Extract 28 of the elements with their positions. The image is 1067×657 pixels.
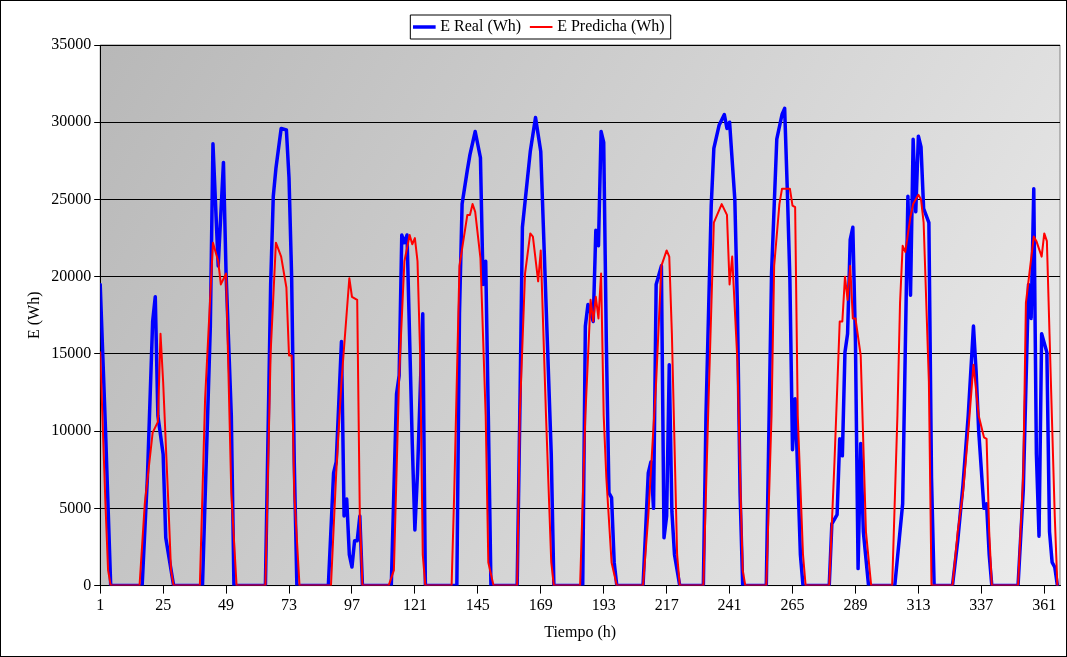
x-axis-title: Tiempo (h) [544, 622, 617, 641]
x-tick-label: 289 [843, 596, 868, 614]
y-tick-label: 0 [83, 575, 92, 593]
y-tick-label: 30000 [51, 112, 92, 130]
legend-label: E Real (Wh) [440, 17, 522, 36]
x-tick-label: 49 [218, 596, 235, 614]
x-tick-label: 361 [1032, 596, 1057, 614]
x-tick-label: 313 [906, 596, 931, 614]
y-axis-title: E (Wh) [24, 291, 43, 340]
x-tick-label: 73 [281, 596, 298, 614]
x-tick-label: 193 [591, 596, 616, 614]
y-tick-label: 10000 [51, 421, 92, 439]
y-tick-label: 25000 [51, 189, 92, 207]
x-tick-label: 337 [969, 596, 994, 614]
y-tick-label: 35000 [51, 35, 92, 53]
x-tick-label: 97 [343, 596, 360, 614]
x-tick-label: 25 [155, 596, 172, 614]
x-tick-label: 1 [96, 596, 105, 614]
legend-label: E Predicha (Wh) [557, 17, 665, 36]
x-tick-label: 121 [402, 596, 427, 614]
y-tick-label: 5000 [59, 498, 92, 516]
y-tick-label: 15000 [51, 344, 92, 362]
x-tick-label: 169 [528, 596, 553, 614]
x-tick-label: 241 [717, 596, 742, 614]
x-tick-label: 217 [654, 596, 679, 614]
x-tick-label: 145 [465, 596, 490, 614]
y-tick-label: 20000 [51, 266, 92, 284]
x-tick-label: 265 [780, 596, 805, 614]
